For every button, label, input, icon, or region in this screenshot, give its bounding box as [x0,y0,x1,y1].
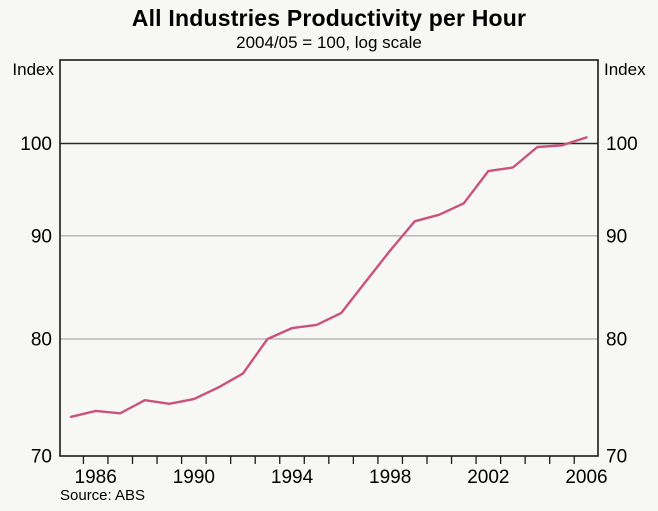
y-tick-label-right: 80 [606,329,627,350]
y-axis-label-right: Index [604,60,646,79]
chart-title: All Industries Productivity per Hour [131,5,527,31]
y-tick-label-left: 80 [31,329,52,350]
source-note: Source: ABS [60,487,146,504]
series-line [69,136,588,418]
y-tick-label-left: 90 [31,226,52,247]
chart-subtitle: 2004/05 = 100, log scale [236,33,422,52]
y-tick-label-right: 70 [606,446,627,467]
y-tick-label-right: 90 [606,226,627,247]
y-tick-label-left: 100 [20,134,52,155]
x-tick-label: 2006 [565,467,607,488]
y-tick-label-left: 70 [31,446,52,467]
y-axis-label-left: Index [12,60,54,79]
x-tick-label: 1990 [173,467,215,488]
y-tick-label-right: 100 [606,134,638,155]
x-tick-label: 1998 [369,467,411,488]
x-tick-label: 2002 [467,467,509,488]
plot-frame [59,59,599,457]
x-tick-label: 1994 [271,467,314,488]
x-tick-label: 1986 [75,467,117,488]
